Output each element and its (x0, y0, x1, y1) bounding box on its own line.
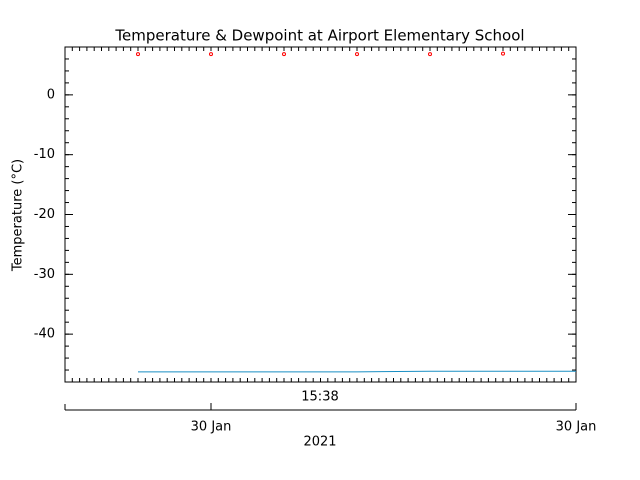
y-tick-label: -20 (34, 207, 55, 222)
x2-tick-label: 30 Jan (191, 420, 232, 435)
data-line (138, 370, 576, 373)
y-tick-label: -10 (34, 147, 55, 162)
data-point (428, 52, 432, 57)
data-point (136, 52, 140, 57)
chart-title: Temperature & Dewpoint at Airport Elemen… (114, 27, 524, 45)
plot-frame (64, 46, 577, 383)
y-tick-label: -30 (34, 267, 55, 282)
x2-axis-label: 2021 (303, 435, 336, 450)
data-point (501, 51, 505, 56)
x-axis-label: 15:38 (301, 390, 338, 405)
data-point (355, 52, 359, 57)
y-axis-label: Temperature (°C) (11, 159, 26, 272)
y-tick-label: -40 (34, 327, 55, 342)
data-point (282, 52, 286, 57)
y-tick-label: 0 (47, 87, 55, 102)
x2-tick-label: 30 Jan (556, 420, 597, 435)
data-point (209, 52, 213, 57)
